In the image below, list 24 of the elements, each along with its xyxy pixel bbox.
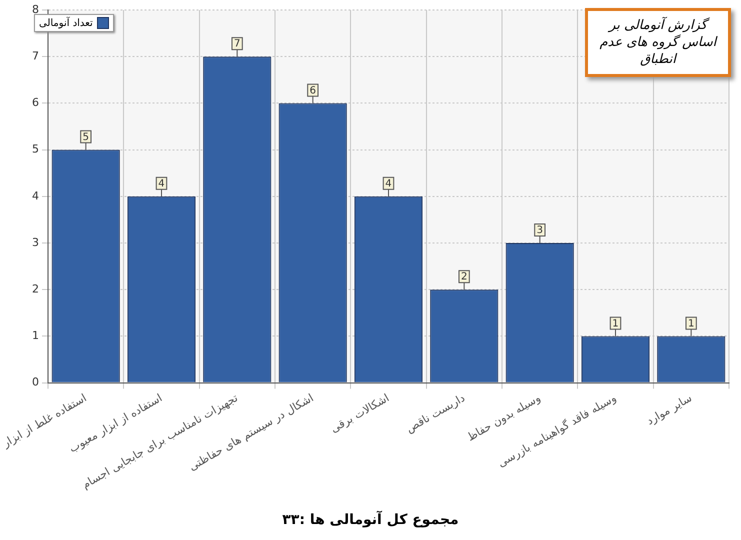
- data-label: 6: [310, 85, 316, 96]
- data-label: 2: [460, 272, 468, 283]
- x-tick-label: سایر موارد: [644, 391, 694, 428]
- x-tick-label: داربست ناقص: [404, 391, 468, 436]
- legend-label: تعداد آنومالی: [39, 18, 93, 28]
- data-label: 3: [536, 225, 544, 236]
- data-label: 4: [158, 178, 165, 190]
- text: گزارش آنومالی بر اساس گروه های عدم انطباق: [585, 8, 731, 77]
- y-tick-label: 4: [32, 189, 39, 202]
- y-tick-label: 1: [32, 329, 39, 342]
- data-label: 7: [234, 38, 240, 50]
- y-tick-label: 6: [32, 96, 39, 110]
- y-tick-label: 5: [32, 142, 39, 156]
- y-tick-label: 0: [32, 376, 39, 389]
- y-tick-label: 3: [32, 236, 39, 249]
- data-label: 4: [385, 178, 392, 190]
- text: مجموع کل آنومالی ها :۳۳: [281, 512, 460, 528]
- y-tick-label: 7: [32, 49, 39, 62]
- y-tick-label: 8: [32, 2, 39, 16]
- data-label: 5: [82, 132, 90, 143]
- x-tick-label: اشکالات برقی: [328, 391, 392, 436]
- data-label: 1: [688, 318, 694, 330]
- data-label: 1: [612, 318, 619, 330]
- y-tick-label: 2: [32, 282, 39, 296]
